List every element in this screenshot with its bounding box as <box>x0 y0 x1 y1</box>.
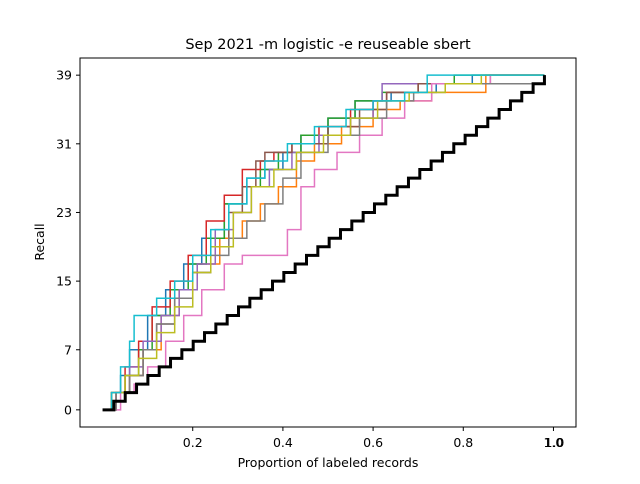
y-tick-label: 23 <box>56 205 72 220</box>
x-tick-label-overlay: 1.0 <box>545 435 565 450</box>
series-line-9 <box>107 74 545 411</box>
x-tick-label: 0.8 <box>453 435 473 450</box>
series-line-baseline <box>102 75 546 412</box>
x-tick-label: 0.6 <box>363 435 383 450</box>
y-tick-label: 15 <box>56 274 72 289</box>
series-layer <box>102 74 546 412</box>
y-tick-label: 0 <box>64 402 72 417</box>
x-tick-label: 0.2 <box>183 435 203 450</box>
y-tick-label: 7 <box>64 342 72 357</box>
plot-frame <box>79 57 577 428</box>
x-tick-label: 0.4 <box>273 435 293 450</box>
x-axis-label: Proportion of labeled records <box>238 455 419 470</box>
series-line-10 <box>107 74 545 411</box>
chart-title: Sep 2021 -m logistic -e reuseable sbert <box>185 37 471 53</box>
x-tick-label: 1.0 <box>544 435 564 450</box>
y-axis-label: Recall <box>32 223 47 260</box>
y-tick-label: 31 <box>56 136 72 151</box>
series-line-7 <box>107 74 545 411</box>
y-tick-label: 39 <box>56 68 72 83</box>
